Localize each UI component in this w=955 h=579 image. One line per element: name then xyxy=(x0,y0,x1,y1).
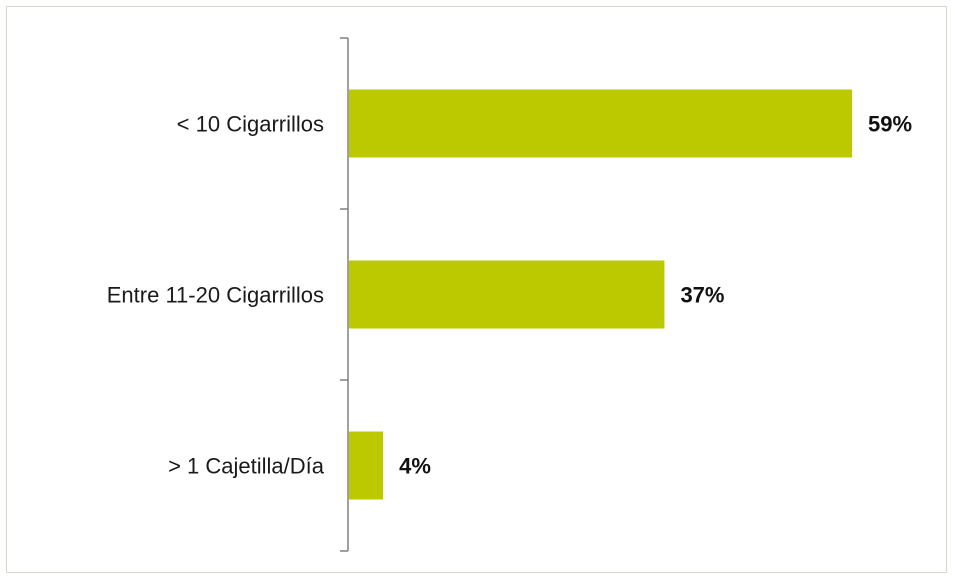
labels: < 10 Cigarrillos 59% Entre 11-20 Cigarrill… xyxy=(107,112,912,479)
category-label: Entre 11-20 Cigarrillos xyxy=(107,283,324,308)
category-label: > 1 Cajetilla/Día xyxy=(168,454,325,479)
category-label: < 10 Cigarrillos xyxy=(177,112,324,137)
bars xyxy=(349,89,852,500)
value-label: 4% xyxy=(399,454,431,479)
value-label: 59% xyxy=(868,112,912,137)
y-axis xyxy=(340,37,349,552)
bar xyxy=(349,431,384,500)
bar xyxy=(349,89,852,158)
value-label: 37% xyxy=(680,283,724,308)
bar xyxy=(349,260,665,329)
